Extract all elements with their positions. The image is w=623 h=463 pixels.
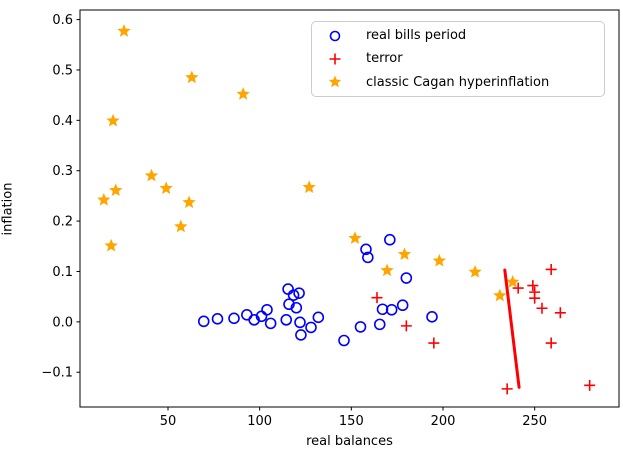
point-classic-cagan-hyperinflation — [185, 70, 199, 84]
point-real-bills-period — [290, 301, 303, 314]
circle-marker-glyph — [329, 30, 341, 41]
point-terror — [527, 280, 539, 292]
point-classic-cagan-hyperinflation — [174, 219, 188, 233]
point-real-bills-period — [338, 334, 350, 347]
point-real-bills-period — [294, 316, 306, 329]
y-tick-label-0.4: 0.4 — [52, 114, 73, 129]
point-classic-cagan-hyperinflation — [493, 288, 507, 302]
plus-marker-glyph — [329, 53, 341, 65]
point-classic-cagan-hyperinflation — [302, 180, 316, 193]
point-real-bills-period — [264, 317, 277, 330]
legend-label: classic Cagan hyperinflation — [366, 74, 550, 90]
point-real-bills-period — [282, 283, 294, 295]
x-tick-label-250: 250 — [522, 414, 547, 429]
point-real-bills-period — [384, 233, 396, 246]
point-terror — [400, 320, 412, 332]
y-tick-label-0: 0.0 — [52, 315, 73, 330]
star-marker-glyph — [328, 75, 342, 88]
point-real-bills-period — [376, 303, 389, 316]
point-real-bills-period — [396, 299, 409, 312]
legend-entry-classic-cagan-hyperinflation: classic Cagan hyperinflation — [312, 71, 604, 94]
legend-entry-terror: terror — [312, 47, 604, 70]
point-real-bills-period — [293, 287, 305, 299]
point-terror — [529, 292, 541, 304]
point-classic-cagan-hyperinflation — [117, 24, 131, 37]
point-real-bills-period — [280, 314, 293, 326]
point-classic-cagan-hyperinflation — [397, 247, 412, 261]
legend-entry-real-bills-period: real bills period — [312, 24, 604, 47]
x-tick-label-50: 50 — [160, 414, 177, 429]
star-marker-icon — [325, 72, 345, 92]
y-tick-label-0.1: 0.1 — [52, 265, 73, 280]
point-classic-cagan-hyperinflation — [97, 192, 111, 206]
point-real-bills-period — [295, 329, 307, 341]
point-real-bills-period — [241, 309, 253, 321]
point-terror — [545, 263, 557, 275]
circle-marker-icon — [325, 26, 345, 46]
point-terror — [371, 292, 383, 304]
point-terror — [428, 337, 440, 349]
legend-label: terror — [366, 51, 403, 67]
point-classic-cagan-hyperinflation — [106, 113, 120, 127]
y-tick-label-0.5: 0.5 — [52, 63, 73, 78]
point-classic-cagan-hyperinflation — [506, 275, 520, 288]
point-real-bills-period — [360, 243, 372, 256]
legend-label: real bills period — [366, 28, 467, 44]
point-real-bills-period — [426, 311, 438, 323]
point-classic-cagan-hyperinflation — [380, 263, 394, 277]
x-tick-label-100: 100 — [247, 414, 272, 429]
y-tick-label-0.2: 0.2 — [52, 215, 73, 230]
point-classic-cagan-hyperinflation — [348, 231, 362, 244]
point-classic-cagan-hyperinflation — [109, 183, 123, 197]
x-tick-label-200: 200 — [431, 414, 456, 429]
point-real-bills-period — [400, 272, 413, 284]
y-tick-label-0.3: 0.3 — [52, 164, 73, 179]
point-real-bills-period — [362, 251, 374, 264]
x-tick-label-150: 150 — [339, 414, 364, 429]
point-terror — [512, 282, 524, 294]
legend: real bills period terror classic Cagan hyp… — [311, 21, 605, 97]
point-terror — [554, 307, 566, 319]
point-real-bills-period — [354, 321, 367, 333]
plus-marker-icon — [325, 49, 345, 69]
point-classic-cagan-hyperinflation — [182, 195, 196, 209]
y-axis-label: inflation — [0, 182, 16, 236]
plot-spines — [79, 9, 620, 408]
point-classic-cagan-hyperinflation — [144, 168, 159, 182]
point-real-bills-period — [211, 313, 224, 325]
point-real-bills-period — [312, 311, 325, 324]
point-real-bills-period — [287, 289, 300, 301]
point-terror — [584, 379, 596, 391]
point-classic-cagan-hyperinflation — [236, 87, 250, 100]
y-tick-label--0.1: −0.1 — [41, 366, 73, 381]
point-real-bills-period — [197, 315, 210, 328]
point-terror — [536, 302, 548, 314]
point-real-bills-period — [373, 318, 386, 331]
point-classic-cagan-hyperinflation — [159, 181, 173, 195]
point-real-bills-period — [228, 312, 240, 325]
point-terror — [501, 383, 513, 395]
point-classic-cagan-hyperinflation — [432, 253, 446, 267]
point-classic-cagan-hyperinflation — [104, 238, 118, 252]
point-terror — [545, 337, 557, 349]
point-real-bills-period — [261, 303, 273, 316]
point-classic-cagan-hyperinflation — [468, 264, 482, 278]
point-real-bills-period — [385, 303, 398, 316]
point-real-bills-period — [305, 321, 317, 334]
fit-line — [503, 268, 521, 389]
y-tick-label-0.6: 0.6 — [52, 13, 73, 28]
x-axis-label: real balances — [306, 434, 393, 449]
